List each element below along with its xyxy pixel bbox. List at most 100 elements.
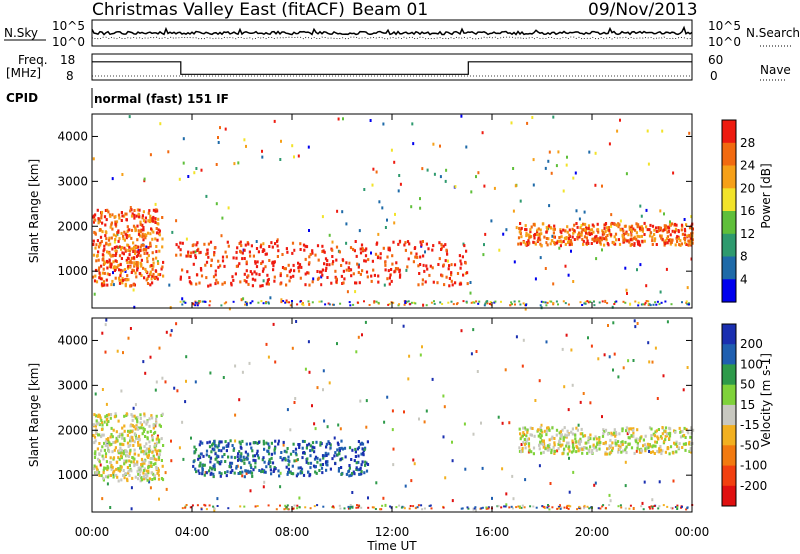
heatmap-speckle: [134, 403, 137, 407]
heatmap-cell: [226, 240, 229, 244]
heatmap-cell: [340, 466, 343, 469]
heatmap-cell: [349, 246, 353, 250]
heatmap-cell: [265, 441, 268, 445]
heatmap-cell: [389, 273, 392, 277]
heatmap-cell: [121, 214, 124, 218]
heatmap-ground-cell: [466, 506, 469, 509]
heatmap-cell: [582, 239, 585, 243]
heatmap-cell: [142, 226, 145, 229]
heatmap-cell: [140, 468, 143, 472]
heatmap-ground-cell: [309, 507, 312, 510]
heatmap-ground-cell: [685, 301, 688, 304]
heatmap-cell: [213, 448, 216, 452]
heatmap-ground-cell: [227, 507, 230, 510]
heatmap-ground-cell: [576, 508, 579, 511]
heatmap-speckle: [127, 336, 130, 340]
heatmap-ground-cell: [563, 506, 566, 509]
heatmap-cell: [204, 263, 207, 267]
heatmap-cell: [352, 247, 355, 251]
heatmap-cell: [207, 255, 210, 259]
heatmap-cell: [323, 454, 326, 458]
y-tick-label: 3000: [57, 378, 88, 392]
heatmap-ground-cell: [487, 506, 490, 509]
heatmap-cell: [579, 432, 582, 436]
heatmap-cell: [131, 268, 134, 272]
heatmap-cell: [115, 252, 118, 256]
heatmap-cell: [279, 456, 282, 459]
heatmap-speckle: [451, 499, 454, 503]
heatmap-ground-cell: [676, 506, 679, 509]
heatmap-cell: [579, 226, 582, 230]
heatmap-cell: [299, 248, 302, 251]
heatmap-speckle: [548, 204, 551, 208]
heatmap-cell: [628, 427, 631, 431]
heatmap-speckle: [106, 482, 109, 486]
heatmap-speckle: [279, 485, 282, 489]
heatmap-cell: [114, 259, 117, 263]
heatmap-cell: [568, 449, 571, 453]
heatmap-cell: [664, 450, 667, 454]
heatmap-speckle: [469, 291, 472, 295]
heatmap-speckle: [159, 122, 162, 126]
heatmap-speckle: [439, 175, 442, 179]
heatmap-speckle: [610, 225, 613, 228]
heatmap-cell: [524, 446, 527, 450]
heatmap-cell: [360, 470, 363, 474]
heatmap-speckle: [393, 221, 396, 225]
heatmap-speckle: [209, 371, 212, 375]
heatmap-cell: [206, 441, 209, 445]
heatmap-cell: [628, 436, 631, 440]
heatmap-cell: [143, 467, 146, 471]
heatmap-cell: [130, 247, 133, 251]
heatmap-cell: [558, 431, 561, 435]
heatmap-ground-cell: [510, 505, 513, 508]
heatmap-cell: [220, 460, 223, 464]
heatmap-speckle: [571, 383, 574, 387]
heatmap-ground-cell: [497, 504, 500, 507]
heatmap-ground-cell: [245, 304, 248, 307]
heatmap-cell: [341, 258, 344, 262]
heatmap-ground-cell: [645, 300, 648, 302]
heatmap-cell: [625, 445, 628, 449]
heatmap-ground-cell: [389, 505, 392, 508]
heatmap-cell: [107, 437, 110, 441]
heatmap-speckle: [224, 127, 227, 131]
heatmap-cell: [142, 475, 145, 479]
heatmap-cell: [421, 278, 424, 282]
heatmap-ground-cell: [296, 504, 299, 507]
heatmap-cell: [92, 214, 95, 218]
heatmap-speckle: [421, 345, 423, 349]
heatmap-cell: [676, 235, 679, 239]
heatmap-cell: [261, 470, 264, 473]
heatmap-cell: [567, 237, 570, 240]
heatmap-cell: [526, 430, 529, 434]
heatmap-cell: [667, 230, 670, 233]
heatmap-cell: [273, 260, 276, 264]
heatmap-cell: [532, 446, 536, 450]
heatmap-speckle: [377, 232, 380, 236]
heatmap-cell: [530, 450, 533, 454]
heatmap-cell: [666, 235, 669, 239]
heatmap-cell: [279, 274, 282, 278]
heatmap-speckle: [238, 450, 241, 454]
heatmap-ground-cell: [265, 302, 267, 305]
heatmap-cell: [137, 264, 140, 268]
heatmap-speckle: [645, 284, 648, 288]
heatmap-cell: [296, 472, 299, 476]
heatmap-speckle: [175, 322, 178, 326]
x-tick-label: 08:00: [275, 525, 310, 539]
heatmap-cell: [610, 431, 613, 435]
heatmap-cell: [111, 227, 114, 231]
heatmap-cell: [264, 265, 267, 269]
heatmap-cell: [105, 414, 109, 417]
heatmap-cell: [621, 440, 624, 444]
heatmap-speckle: [170, 329, 173, 333]
heatmap-ground-cell: [662, 504, 665, 507]
heatmap-speckle: [505, 503, 508, 507]
heatmap-cell: [261, 250, 264, 253]
heatmap-cell: [340, 274, 343, 278]
heatmap-cell: [200, 274, 204, 278]
heatmap-cell: [213, 253, 216, 257]
heatmap-ground-cell: [579, 301, 582, 304]
heatmap-cell: [137, 232, 141, 236]
